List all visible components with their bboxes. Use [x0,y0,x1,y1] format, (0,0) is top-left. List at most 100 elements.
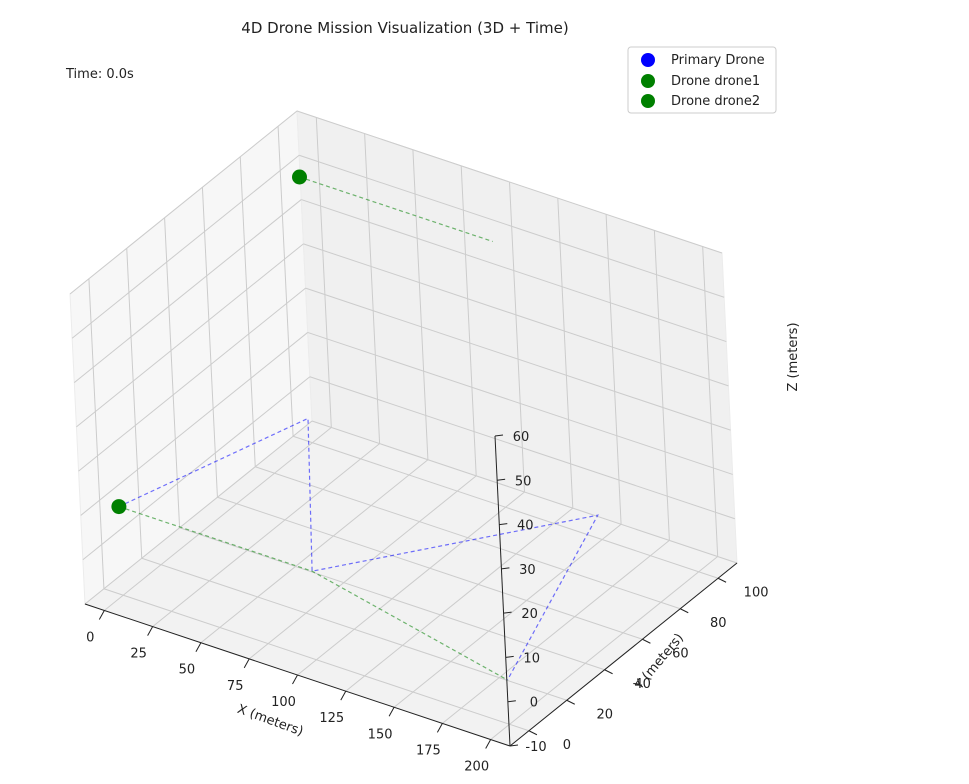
grid-x-back [315,117,332,428]
legend: Primary Drone Drone drone1 Drone drone2 [627,46,777,114]
axis-panes [69,109,739,747]
grid-x-floor [104,427,332,611]
x-tick-label: 0 [86,631,94,646]
x-tick-label: 75 [227,679,244,694]
grid-z-back [309,376,736,520]
grid-x-floor [490,556,718,740]
legend-marker-drone1 [641,74,655,88]
x-tick-mark [436,723,443,733]
grid-x-floor [152,443,380,627]
z-tick-mark [501,567,510,570]
grid-z-left [76,243,304,428]
grid-y-floor [217,496,643,640]
y-tick-label: 60 [672,646,689,661]
grid-z-back [298,154,725,298]
series-layer [111,169,599,681]
grid-y-left [126,248,143,559]
z-tick-mark [509,744,519,747]
z-axis-line [494,435,511,747]
grid-z-left [80,332,309,516]
chart-title: 4D Drone Mission Visualization (3D + Tim… [241,19,568,37]
y-axis-line [509,562,738,747]
z-tick-mark [499,523,508,526]
grid-x-back [412,149,429,460]
x-tick-label: 100 [271,695,296,710]
grid-z-back [296,110,723,254]
z-tick-label: 50 [515,474,532,489]
grid-x-back [460,165,477,476]
grid-x-floor [393,523,622,708]
x-tick-mark [388,707,395,717]
path-drone-drone1 [118,506,508,681]
grid-x-back [605,214,622,525]
legend-marker-drone2 [641,94,655,108]
x-tick-mark [195,642,202,652]
y-tick-mark [680,608,689,614]
y-tick-label: 80 [710,616,727,631]
legend-marker-primary [641,53,655,67]
grid-y-left [88,278,105,589]
y-tick-mark [604,669,613,675]
z-axis-label: Z (meters) [786,322,801,391]
grid-x-floor [442,540,670,724]
legend-label-drone1: Drone drone1 [671,74,760,89]
grid-y-left [239,156,256,467]
z-tick-label: -10 [525,740,546,755]
grid-x-back [653,230,670,541]
z-tick-label: 30 [519,563,536,578]
time-label: Time: 0.0s [65,67,134,82]
legend-label-primary: Primary Drone [671,53,765,68]
grid-x-back [364,133,381,444]
grid-y-floor [141,557,567,701]
y-tick-label: 40 [634,677,651,692]
x-tick-mark [340,690,347,701]
x-tick-label: 200 [464,760,489,775]
grid-lines [69,110,738,740]
grid-x-back [702,246,719,557]
grid-x-floor [345,507,574,692]
grid-y-floor [103,588,530,732]
path-primary-drone [118,417,599,681]
x-tick-mark [292,674,298,685]
x-tick-label: 50 [179,663,196,678]
grid-y-floor [255,466,681,610]
grid-x-floor [297,491,525,676]
y-tick-mark [566,699,575,705]
grid-z-back [311,420,738,564]
grid-z-back [301,199,727,343]
z-tick-label: 60 [513,430,530,445]
z-tick-label: 10 [523,651,540,666]
grid-y-left [277,126,294,437]
x-tick-label: 125 [319,711,344,726]
x-tick-mark [485,739,492,749]
grid-x-back [557,198,574,509]
grid-z-left [78,287,306,472]
y-tick-mark [528,730,538,736]
y-tick-label: 20 [597,707,614,722]
x-tick-label: 25 [130,647,147,662]
grid-z-left [82,376,311,561]
x-tick-label: 175 [416,743,441,758]
path-drone-drone2 [299,176,493,243]
z-tick-mark [503,611,512,614]
z-tick-label: 40 [517,519,534,534]
x-tick-mark [98,610,105,620]
grid-x-floor [248,475,477,660]
y-tick-label: 100 [744,585,769,600]
z-tick-label: 20 [521,607,538,622]
grid-z-left [73,199,302,383]
grid-y-left [201,187,218,498]
grid-y-floor [179,527,605,671]
y-tick-mark [642,638,651,644]
legend-label-drone2: Drone drone2 [671,94,760,109]
grid-z-back [307,331,733,475]
grid-y-left [164,217,181,528]
marker-drone-drone2 [292,169,307,185]
grid-y-floor [292,435,719,579]
z-tick-mark [494,434,504,437]
z-tick-label: 0 [530,696,538,711]
marker-drone-drone1 [111,499,127,515]
x-tick-label: 150 [368,727,393,742]
axis-lines [84,434,738,749]
